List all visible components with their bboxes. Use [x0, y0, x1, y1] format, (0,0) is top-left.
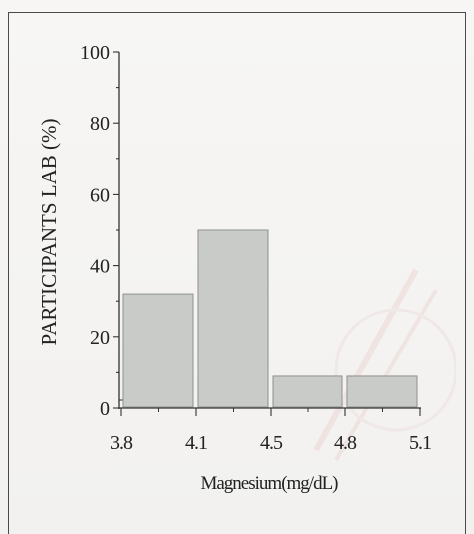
y-tick-label: 100 — [80, 42, 110, 64]
figure-border — [8, 12, 466, 534]
x-axis: 3.8 4.1 4.5 4.8 5.1 — [110, 399, 432, 454]
x-axis-label: Magnesium(mg/dL) — [200, 473, 338, 494]
y-tick-label: 60 — [90, 184, 110, 206]
y-axis-label: PARTICIPANTS LAB (%) — [37, 118, 61, 345]
histogram-bar — [197, 229, 269, 408]
y-axis: 0 20 40 60 80 100 — [80, 42, 120, 420]
y-tick-label: 40 — [90, 256, 110, 278]
y-tick-label: 0 — [100, 398, 110, 420]
bars — [122, 229, 418, 408]
y-tick-label: 20 — [90, 327, 110, 349]
histogram-bar — [122, 293, 194, 408]
x-tick-label: 4.8 — [334, 432, 357, 454]
x-tick-label: 4.1 — [185, 432, 207, 454]
x-tick-label: 4.5 — [260, 432, 283, 454]
watermark-stamp — [313, 268, 456, 462]
y-tick-label: 80 — [90, 113, 110, 135]
x-tick-label: 3.8 — [110, 432, 133, 454]
histogram-bar — [272, 375, 343, 408]
x-tick-label: 5.1 — [409, 432, 431, 454]
histogram-bar — [346, 375, 418, 408]
